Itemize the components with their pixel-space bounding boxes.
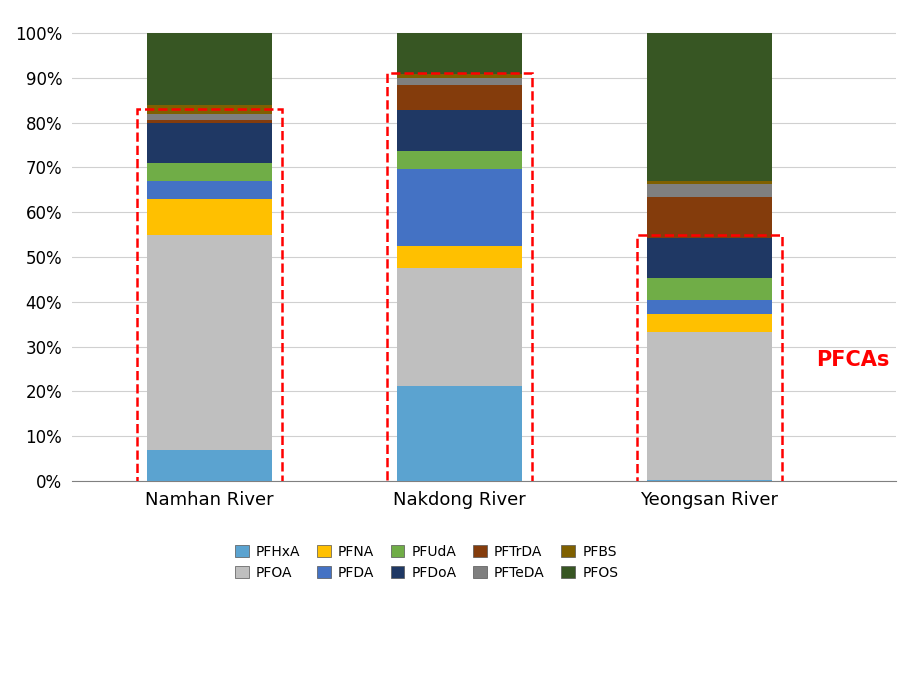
Bar xyxy=(147,199,272,235)
Bar xyxy=(397,78,522,85)
Bar xyxy=(147,163,272,181)
Bar xyxy=(397,33,522,73)
Text: PFCAs: PFCAs xyxy=(816,350,889,370)
Bar xyxy=(647,278,771,301)
Legend: PFHxA, PFOA, PFNA, PFDA, PFUdA, PFDoA, PFTrDA, PFTeDA, PFBS, PFOS: PFHxA, PFOA, PFNA, PFDA, PFUdA, PFDoA, P… xyxy=(229,539,624,585)
Bar xyxy=(147,33,272,105)
Bar xyxy=(647,184,771,197)
Bar xyxy=(397,85,522,110)
Bar xyxy=(647,314,771,332)
Bar xyxy=(397,150,522,168)
Bar xyxy=(397,386,522,481)
Bar xyxy=(647,332,771,480)
Bar xyxy=(147,105,272,113)
Bar xyxy=(397,245,522,268)
Bar xyxy=(647,301,771,314)
Bar xyxy=(147,122,272,163)
Bar xyxy=(147,113,272,120)
Bar xyxy=(647,480,771,481)
Bar xyxy=(647,181,771,184)
Bar xyxy=(647,238,771,278)
Bar xyxy=(147,235,272,449)
Bar xyxy=(647,197,771,238)
Bar xyxy=(397,73,522,78)
Bar xyxy=(397,268,522,386)
Bar xyxy=(647,33,771,181)
Bar xyxy=(147,449,272,481)
Bar xyxy=(397,168,522,245)
Bar xyxy=(147,181,272,199)
Bar xyxy=(397,110,522,150)
Bar xyxy=(147,120,272,122)
